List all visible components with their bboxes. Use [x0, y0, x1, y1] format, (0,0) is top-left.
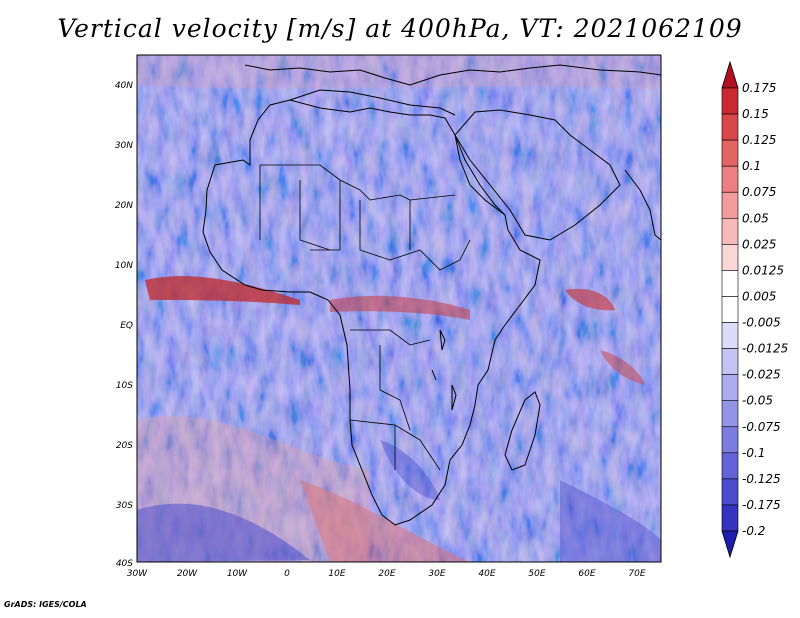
map-title: Vertical velocity [m/s] at 400hPa, VT: 2…: [57, 14, 743, 43]
lat-label: EQ: [120, 321, 133, 331]
colorbar-swatch: [721, 504, 739, 532]
lon-axis: 30W 20W 10W 0 10E 20E 30E 40E 50E 60E 70…: [127, 569, 646, 579]
lon-label: 10E: [328, 569, 345, 579]
colorbar-label: 0.05: [742, 211, 769, 225]
lat-label: 40S: [116, 559, 133, 569]
colorbar-label: 0.1: [742, 159, 761, 173]
lon-label: 0: [284, 569, 290, 579]
africa-coastline: [202, 99, 541, 526]
colorbar-swatch: [721, 478, 739, 506]
lat-label: 30N: [115, 141, 133, 151]
borders: [259, 164, 471, 471]
lakes: [431, 329, 457, 411]
lat-label: 10N: [115, 261, 133, 271]
lon-label: 50E: [528, 569, 545, 579]
colorbar-label: -0.125: [742, 472, 781, 486]
red-sea: [454, 134, 506, 216]
colorbar-label: 0.075: [742, 185, 776, 199]
colorbar-label: -0.025: [742, 368, 781, 382]
colorbar-swatch: [721, 191, 739, 219]
lat-label: 10S: [116, 381, 133, 391]
map-panel: [137, 55, 661, 562]
madagascar-coastline: [504, 391, 541, 471]
colorbar-swatch: [721, 348, 739, 375]
colorbar-label: 0.005: [742, 289, 776, 303]
colorbar-swatch: [721, 244, 739, 271]
colorbar-label: -0.05: [742, 394, 773, 408]
colorbar-top-arrow: [721, 60, 739, 89]
colorbar-label: -0.2: [742, 524, 765, 538]
arabia-coastline: [454, 109, 621, 241]
colorbar-label: 0.025: [742, 237, 776, 251]
colorbar-swatch: [721, 165, 739, 193]
colorbar-label: -0.075: [742, 420, 781, 434]
colorbar-label: 0.0125: [742, 263, 784, 277]
lon-label: 30W: [127, 569, 148, 579]
lon-label: 20E: [378, 569, 395, 579]
colorbar-label: -0.005: [742, 316, 781, 330]
lat-label: 40N: [115, 81, 133, 91]
lat-label: 30S: [116, 501, 133, 511]
colorbar-swatch: [721, 374, 739, 402]
lat-label: 20S: [116, 441, 133, 451]
colorbar-label: 0.175: [742, 81, 776, 95]
colorbar-swatch: [721, 322, 739, 349]
lon-label: 70E: [628, 569, 645, 579]
lat-axis: 40N 30N 20N 10N EQ 10S 20S 30S 40S: [115, 81, 133, 569]
lon-label: 30E: [428, 569, 445, 579]
colorbar-swatch: [721, 296, 739, 323]
colorbar-label: -0.175: [742, 498, 781, 512]
colorbar-label: -0.0125: [742, 342, 788, 356]
mediterranean: [289, 89, 456, 116]
lon-label: 60E: [578, 569, 595, 579]
colorbar-label: -0.1: [742, 446, 765, 460]
colorbar: 0.175 0.15 0.125 0.1 0.075 0.05 0.025 0.0125 0.0…: [721, 60, 788, 559]
colorbar-swatch: [721, 87, 739, 115]
lon-label: 10W: [227, 569, 248, 579]
lon-label: 20W: [177, 569, 198, 579]
credit-label: GrADS: IGES/COLA: [4, 600, 87, 609]
colorbar-swatch: [721, 400, 739, 428]
colorbar-bottom-arrow: [721, 530, 739, 559]
colorbar-swatch: [721, 139, 739, 167]
colorbar-label: 0.125: [742, 133, 776, 147]
europe-coastline: [244, 64, 662, 86]
lon-label: 40E: [478, 569, 495, 579]
colorbar-swatch: [721, 270, 739, 297]
colorbar-swatch: [721, 217, 739, 245]
colorbar-swatch: [721, 426, 739, 454]
india-coastline: [624, 169, 662, 241]
colorbar-label: 0.15: [742, 107, 769, 121]
coastlines: [202, 64, 662, 526]
map-frame: [136, 54, 662, 563]
colorbar-swatch: [721, 113, 739, 141]
lat-label: 20N: [115, 201, 133, 211]
colorbar-swatch: [721, 452, 739, 480]
